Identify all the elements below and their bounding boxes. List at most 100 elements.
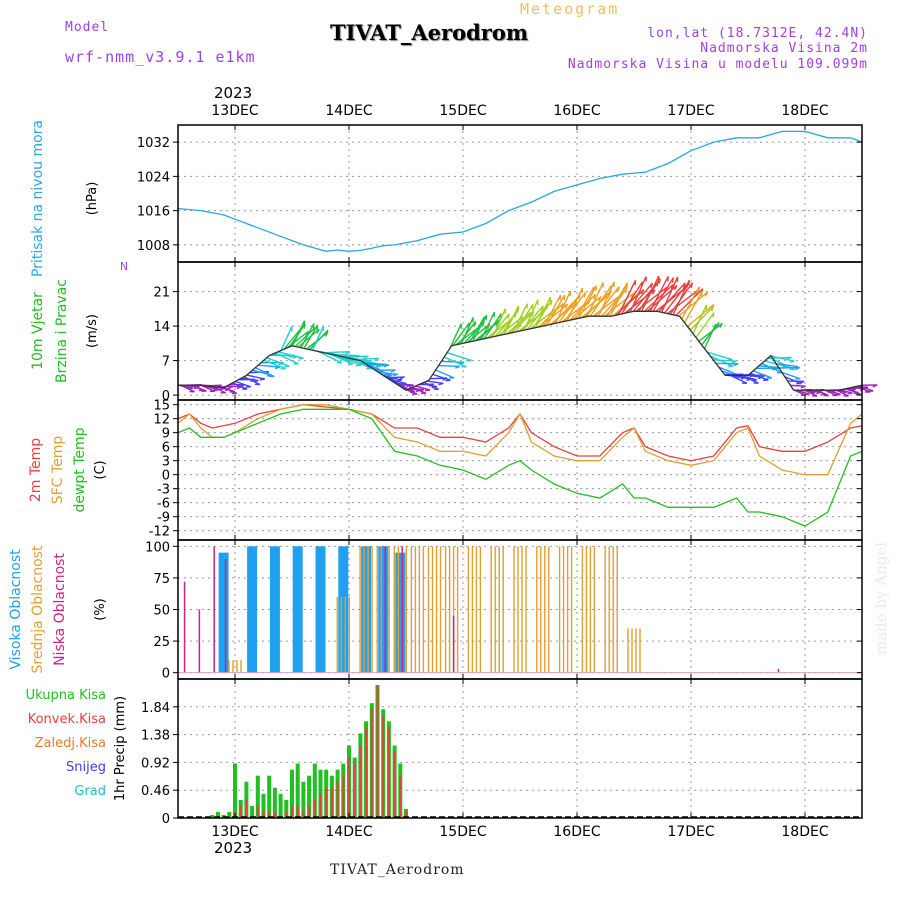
cloud-bar-high (247, 546, 258, 673)
wind-arrow (472, 314, 488, 342)
wind-arrow-head (592, 293, 597, 300)
y-tick-label: 1032 (137, 136, 170, 151)
wind-arrow-head (298, 357, 304, 360)
precip-bar-conv (370, 709, 373, 818)
wind-arrow (212, 385, 226, 394)
wind-arrow (520, 305, 544, 332)
precip-bar-conv (336, 781, 339, 818)
cloud-bar-high (292, 546, 303, 673)
wind-arrow-head (650, 283, 654, 289)
wind-arrow (266, 357, 290, 367)
wind-arrow (378, 371, 398, 375)
wind-arrow-head (799, 380, 805, 384)
cloud-ylabel-high: Visoka Oblacnost (8, 549, 24, 670)
precip-bar-conv (342, 775, 345, 818)
wind-arrow (784, 376, 802, 385)
wind-arrow (192, 384, 207, 392)
y-tick-label: 0.46 (141, 784, 170, 799)
model-label: Model (65, 20, 110, 35)
wind-arrow (389, 378, 407, 385)
wind-arrow (661, 276, 679, 313)
wind-arrow (438, 365, 460, 367)
wind-arrow (232, 382, 248, 390)
day-label-top: 18DEC (781, 103, 828, 119)
wind-arrow-head (550, 300, 553, 306)
wind-arrow (446, 352, 472, 362)
precip-bar-conv (330, 787, 333, 818)
wind-arrow (824, 389, 838, 397)
wind-arrow (300, 323, 315, 349)
wind-arrow (423, 381, 439, 390)
elevation-label: Nadmorska Visina 2m (700, 41, 868, 56)
y-tick-label: 6 (162, 441, 170, 456)
wind-arrow-head (274, 366, 280, 370)
model-elevation-label: Nadmorska Visina u modelu 109.099m (567, 57, 868, 72)
wind-arrow-head (363, 355, 369, 359)
wind-arrow-head (598, 296, 602, 302)
wind-arrow (246, 374, 265, 380)
precip-bar-total (215, 811, 220, 818)
wind-arrow (503, 305, 520, 335)
wind-arrow (586, 282, 604, 317)
wind-arrow (469, 316, 486, 343)
cloud-bar-high (338, 546, 349, 673)
pressure-unit: (hPa) (85, 182, 100, 216)
wind-arrow (675, 288, 704, 316)
wind-arrow-head (630, 292, 635, 298)
precip-bar-conv (399, 775, 402, 818)
wind-arrow-head (847, 392, 853, 395)
wind-arrow (317, 350, 343, 364)
precip-bar-conv (387, 727, 390, 818)
precip-bar-conv (319, 793, 322, 818)
day-label-top: 14DEC (325, 103, 372, 119)
wind-arrow (563, 291, 587, 322)
y-tick-label: -3 (157, 483, 170, 498)
wind-arrow (555, 290, 572, 324)
precip-legend-item: Zaledj.Kisa (35, 736, 106, 751)
wind-arrow (323, 351, 350, 354)
pressure-line (177, 130, 863, 252)
precip-bar-conv (382, 715, 385, 818)
wind-arrow-head (374, 357, 380, 362)
temp-ylabel-sfc: SFC Temp (50, 436, 66, 505)
y-tick-label: 1016 (137, 205, 170, 220)
wind-arrow (666, 289, 699, 315)
wind-arrow-head (316, 324, 319, 330)
wind-arrow (713, 359, 737, 362)
wind-arrow (254, 367, 275, 378)
wind-arrow-head (486, 323, 491, 329)
wind-ylabel-2: Brzina i Pravac (54, 279, 70, 383)
wind-arrow (349, 357, 372, 370)
compass-label: N (120, 260, 128, 273)
wind-arrow (672, 280, 690, 316)
wind-arrow-head (392, 373, 398, 377)
y-tick-label: -9 (157, 511, 170, 526)
wind-arrow (297, 328, 320, 348)
wind-arrow-head (670, 284, 674, 290)
precip-bar-total (278, 793, 283, 818)
wind-arrow-head (671, 277, 674, 283)
wind-arrow (512, 303, 528, 333)
wind-arrow-head (424, 389, 431, 392)
temp-line-2 (177, 408, 863, 527)
temp-line-1 (177, 404, 863, 476)
wind-arrow (663, 282, 689, 314)
wind-arrow-head (682, 282, 686, 288)
wind-arrow (778, 366, 800, 369)
precip-bar-conv (291, 805, 293, 818)
wind-arrow (566, 287, 583, 322)
day-label-bottom: 14DEC (325, 824, 372, 840)
wind-arrow-head (213, 389, 219, 392)
wind-arrow (426, 380, 444, 385)
wind-arrow (489, 313, 510, 338)
wind-arrow-head (674, 285, 678, 291)
wind-arrow (294, 326, 316, 348)
precip-bar-total (233, 763, 237, 818)
wind-arrow-head (540, 305, 544, 311)
temp-unit: (C) (93, 460, 108, 479)
wind-arrow (641, 275, 660, 312)
wind-arrow (689, 305, 714, 331)
wind-arrow (291, 320, 306, 347)
wind-arrow (386, 376, 405, 379)
precip-bar-conv (353, 763, 356, 818)
